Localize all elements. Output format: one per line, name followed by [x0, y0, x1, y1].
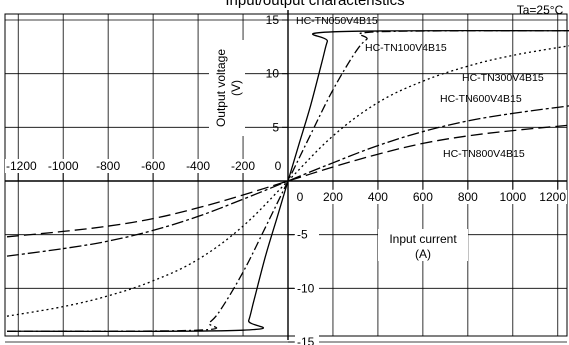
y-tick-label: 10	[266, 67, 280, 81]
chart-title: Input/output characteristics	[225, 0, 404, 9]
x-tick-label: 200	[323, 190, 343, 204]
y-axis-title: Output voltage (V)	[209, 40, 245, 136]
x-tick-label: -200	[231, 159, 255, 173]
series-label: HC-TN050V4B15	[296, 15, 378, 27]
series-lines	[6, 29, 569, 333]
axes	[5, 10, 567, 343]
series-line-HC-TN300V4B15	[6, 45, 569, 317]
x-tick-label: 400	[368, 190, 388, 204]
x-tick-label-bg	[182, 159, 215, 173]
y-tick-label: -10	[297, 281, 315, 295]
y-axis-unit: (V)	[229, 80, 243, 96]
x-tick-label: 600	[413, 190, 433, 204]
series-label: HC-TN100V4B15	[365, 42, 447, 54]
y-tick-labels: 15 10 5 -5 -10 -15	[266, 13, 319, 345]
x-axis-label: Input current	[389, 232, 457, 246]
x-tick-label: 800	[458, 190, 478, 204]
x-tick-label-bg	[535, 190, 567, 204]
x-tick-label: -1200	[6, 159, 37, 173]
x-tick-label-bg	[272, 159, 284, 173]
x-tick-labels: -1200 -1000 -800 -600 -400 -200 0 200 400 600 800 1…	[5, 159, 567, 204]
plot-frame	[4, 13, 568, 337]
x-tick-label: 1000	[499, 190, 526, 204]
x-tick-label-bg	[227, 159, 260, 173]
y-tick-label: -5	[297, 228, 308, 242]
series-label: HC-TN800V4B15	[443, 148, 525, 160]
x-tick-label-bg	[5, 159, 37, 173]
x-tick-label: -400	[186, 159, 210, 173]
x-tick-label: 0	[297, 190, 304, 204]
y-tick-label: 15	[266, 13, 280, 27]
x-tick-label-bg	[316, 190, 349, 204]
y-tick-label-bg	[295, 280, 319, 295]
x-tick-label-bg	[451, 190, 484, 204]
x-tick-label-bg	[361, 190, 394, 204]
x-tick-label: -800	[96, 159, 120, 173]
x-tick-label-bg	[137, 159, 170, 173]
series-label: HC-TN600V4B15	[440, 93, 522, 105]
x-tick-label: 1200	[539, 190, 566, 204]
series-label: HC-TN300V4B15	[462, 72, 544, 84]
x-axis-title: Input current (A)	[378, 229, 468, 261]
x-tick-label-bg	[496, 190, 529, 204]
y-tick-label: -15	[297, 335, 315, 345]
x-tick-label: -600	[141, 159, 165, 173]
x-tick-label: -1000	[48, 159, 79, 173]
y-tick-label-bg	[295, 226, 319, 241]
series-labels: HC-TN050V4B15 HC-TN100V4B15 HC-TN300V4B15 H…	[296, 15, 544, 160]
y-tick-label: 5	[272, 120, 279, 134]
x-tick-label-bg	[406, 190, 439, 204]
y-tick-label-bg	[295, 334, 319, 345]
x-tick-label-bg	[92, 159, 125, 173]
condition-note: Ta=25°C	[517, 3, 564, 17]
y-axis-label: Output voltage	[214, 49, 228, 127]
x-tick-label: 0	[275, 159, 282, 173]
x-tick-label-bg	[47, 159, 80, 173]
grid	[4, 13, 568, 343]
x-axis-unit: (A)	[415, 247, 431, 261]
